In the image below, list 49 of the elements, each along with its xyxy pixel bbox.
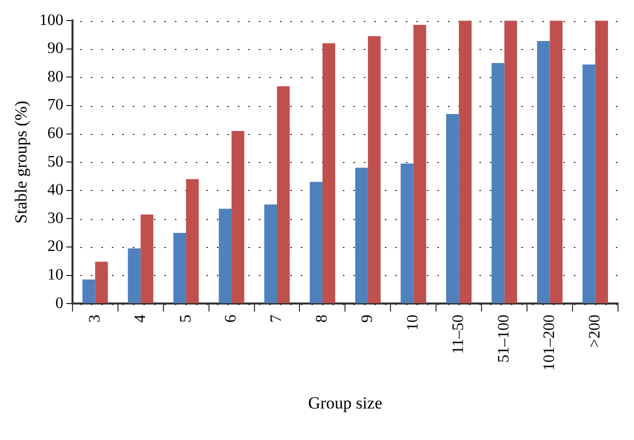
bar	[264, 204, 277, 304]
y-tick-label: 60	[47, 125, 64, 142]
bar	[310, 182, 322, 304]
y-tick-label: 20	[47, 238, 64, 256]
x-tick-label: 7	[268, 314, 286, 323]
y-tick-label: 100	[39, 12, 64, 29]
bar	[140, 214, 154, 304]
bar	[537, 40, 550, 304]
bar	[413, 24, 426, 304]
x-tick-label: 51–100	[496, 314, 513, 363]
bar	[504, 20, 518, 304]
x-tick-label: 101–200	[541, 314, 558, 371]
bar	[277, 86, 290, 304]
y-tick-label: 80	[47, 68, 64, 86]
bar	[173, 232, 186, 304]
bar	[355, 168, 368, 304]
bar	[322, 43, 336, 304]
x-tick-label: 5	[177, 314, 194, 323]
y-tick-label: 70	[47, 96, 64, 114]
bar	[218, 208, 232, 304]
y-tick-label: 30	[47, 210, 64, 227]
x-tick-label: 4	[132, 314, 149, 323]
x-tick-label: 6	[222, 314, 240, 323]
x-tick-label: 9	[359, 314, 376, 323]
bar	[400, 164, 414, 304]
x-tick-label: 11–50	[450, 314, 468, 354]
x-tick-label: 8	[314, 314, 331, 323]
y-axis-title: Stable groups (%)	[12, 100, 31, 224]
x-tick-label: 3	[86, 314, 104, 323]
y-tick-label: 10	[47, 266, 64, 284]
bar	[82, 280, 96, 304]
y-tick-label: 50	[47, 153, 64, 170]
bar	[550, 20, 563, 304]
bar	[595, 20, 608, 304]
x-axis-title: Group size	[308, 393, 382, 412]
y-tick-label: 40	[47, 182, 64, 199]
bar	[128, 248, 141, 304]
x-tick-label: >200	[586, 314, 604, 348]
bar	[458, 20, 472, 304]
bar	[232, 130, 244, 304]
x-tick-label: 10	[404, 314, 422, 331]
y-tick-label: 0	[55, 294, 64, 312]
bar	[492, 63, 504, 304]
y-tick-label: 90	[47, 40, 64, 58]
bar	[446, 114, 459, 304]
bar	[186, 179, 199, 304]
bar	[95, 262, 108, 304]
bar	[368, 36, 381, 304]
bar	[582, 64, 596, 304]
